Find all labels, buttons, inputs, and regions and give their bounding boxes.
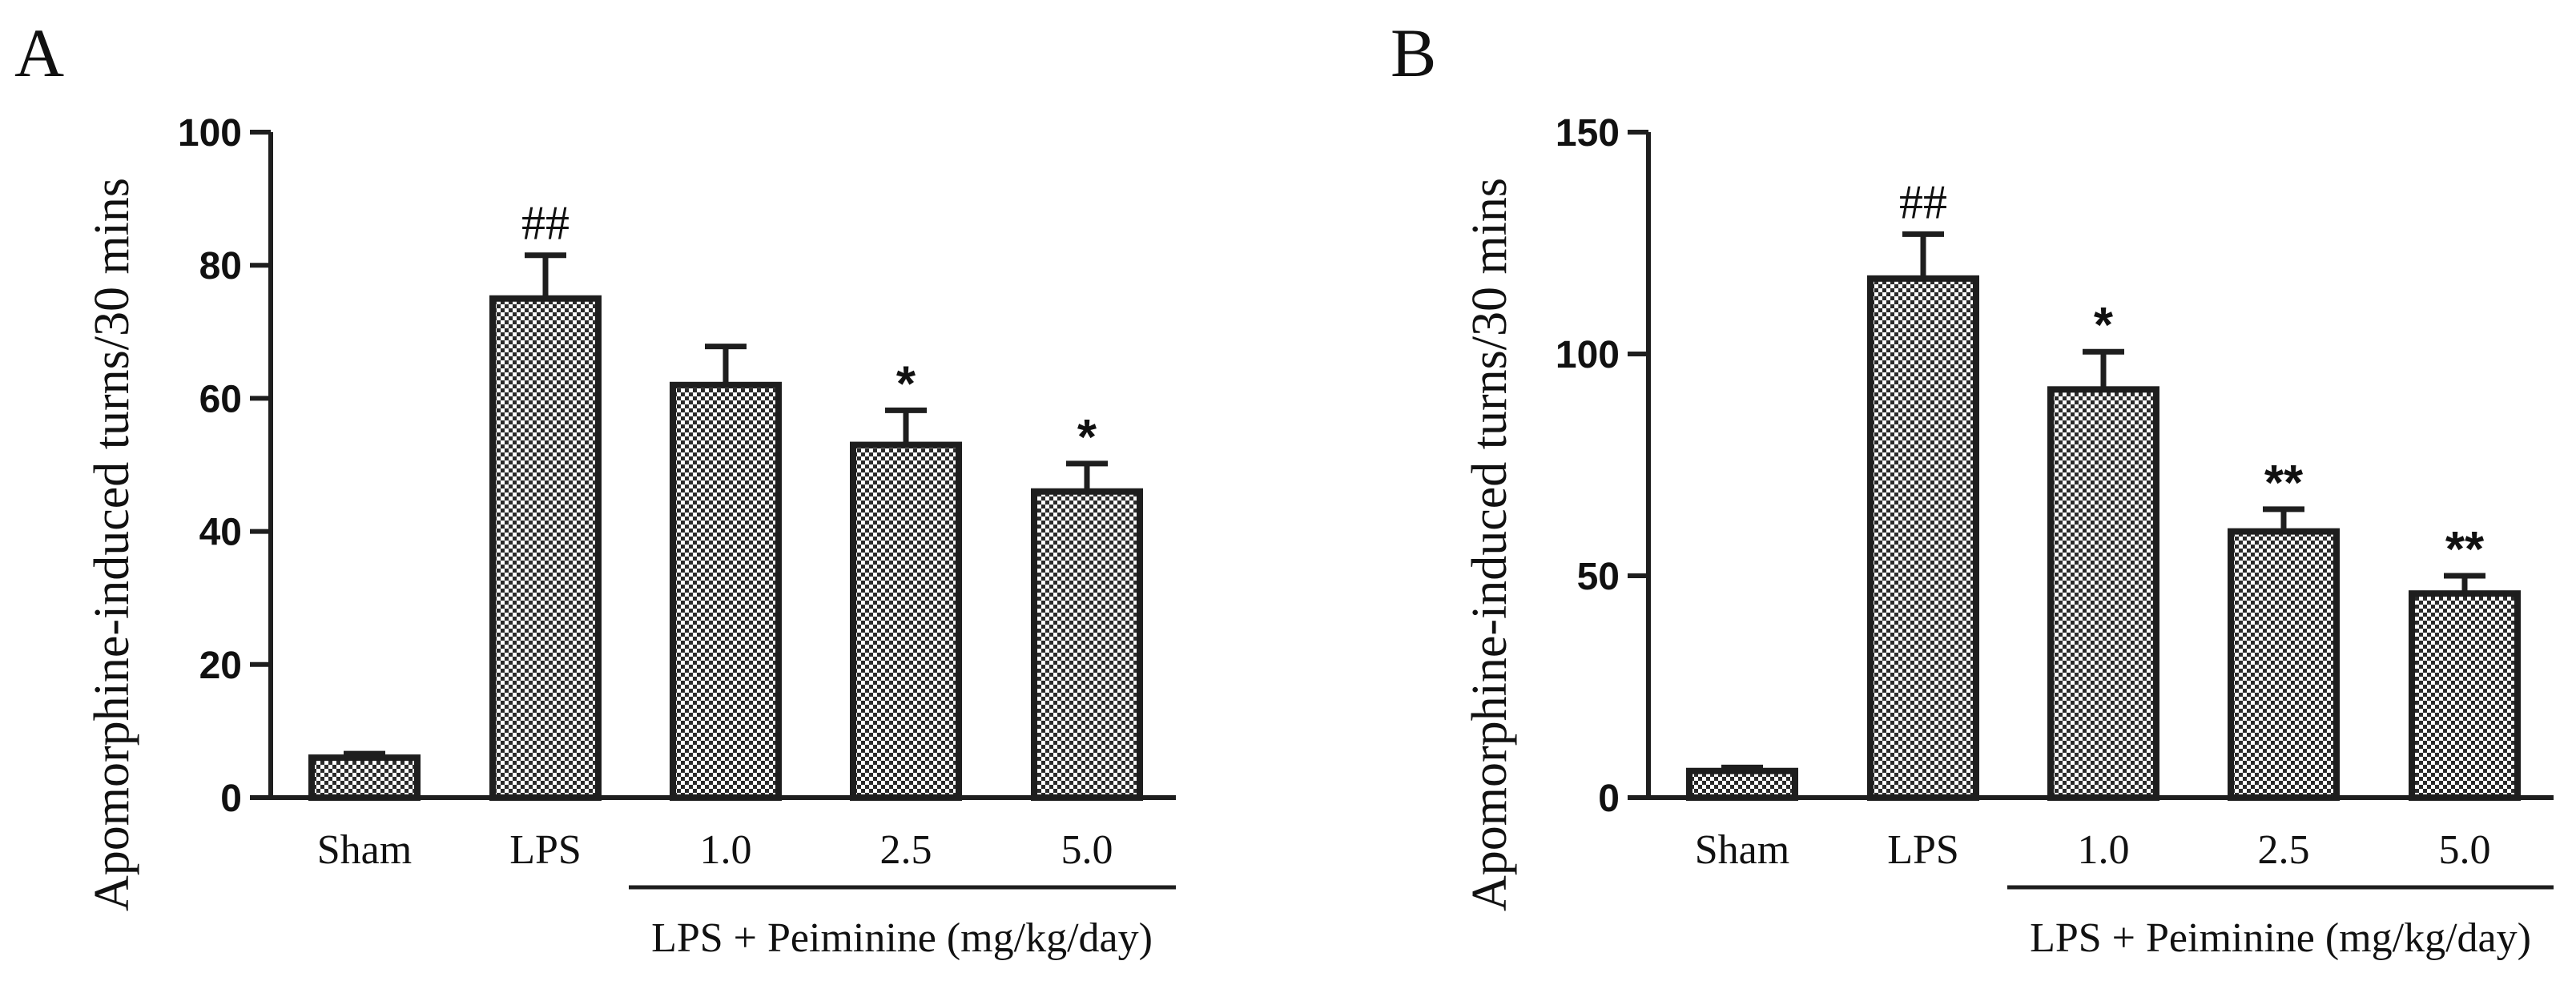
panel-b-bars: ##***** [1686,175,2521,802]
x-tick-label: 2.5 [880,827,932,873]
panel-a-y-tick-label: 80 [199,245,242,287]
significance-marker: ## [521,197,570,250]
x-tick-label: LPS [509,827,582,873]
bar-sham [308,754,421,802]
panel-a-y-tick-label: 60 [199,378,242,420]
significance-marker: * [896,356,916,412]
panel-a-label: A [14,14,64,91]
bar-lps [1867,275,1979,801]
panel-a: A Apomorphine-induced turns/30 mins 0 20 4… [14,14,1176,961]
x-tick-label: Sham [317,827,412,873]
panel-b-label: B [1391,14,1436,91]
x-tick-label: LPS [1887,827,1959,873]
panel-a-y-axis-title: Apomorphine-induced turns/30 mins [85,178,139,911]
significance-marker: ** [2445,522,2485,577]
panel-b-y-axis-title: Apomorphine-induced turns/30 mins [1463,178,1517,911]
panel-a-group-label: LPS + Peiminine (mg/kg/day) [651,915,1153,961]
panel-b-y-tick-label: 0 [1598,778,1620,820]
panel-a-x-tick-labels: Sham LPS 1.0 2.5 5.0 [317,827,1113,873]
bar-lps [489,295,602,801]
panel-a-y-tick-label: 20 [199,645,242,687]
significance-marker: ## [1899,175,1947,228]
x-tick-label: 1.0 [700,827,752,873]
significance-marker: * [1077,410,1097,465]
x-tick-label: 2.5 [2258,827,2310,873]
panel-b-y-tick-label: 50 [1577,556,1620,598]
panel-a-bars: ## * * [308,197,1143,802]
significance-marker: ** [2264,456,2304,511]
panel-a-y-tick-label: 40 [199,512,242,554]
bar-1-0 [670,381,782,801]
panel-b-group-label: LPS + Peiminine (mg/kg/day) [2030,915,2531,961]
bar-2-5 [850,441,962,801]
x-tick-label: 1.0 [2078,827,2130,873]
bar-5-0 [1031,488,1143,801]
significance-marker: * [2094,298,2114,353]
panel-b-y-ticks: 0 50 100 150 [1556,112,1648,820]
panel-a-y-tick-label: 100 [178,112,242,155]
bar-1-0 [2047,386,2159,801]
panel-b-y-tick-label: 100 [1556,334,1620,376]
bar-2-5 [2228,528,2340,801]
x-tick-label: Sham [1695,827,1789,873]
x-tick-label: 5.0 [1061,827,1113,873]
panel-b-y-tick-label: 150 [1556,112,1620,155]
x-tick-label: 5.0 [2439,827,2491,873]
bar-sham [1686,767,1798,802]
panel-a-y-tick-label: 0 [220,778,242,820]
panel-b-x-tick-labels: Sham LPS 1.0 2.5 5.0 [1695,827,2491,873]
bar-5-0 [2409,590,2521,801]
panel-a-y-ticks: 0 20 40 60 80 100 [178,112,271,820]
panel-b: B Apomorphine-induced turns/30 mins 0 50 1… [1391,14,2554,961]
